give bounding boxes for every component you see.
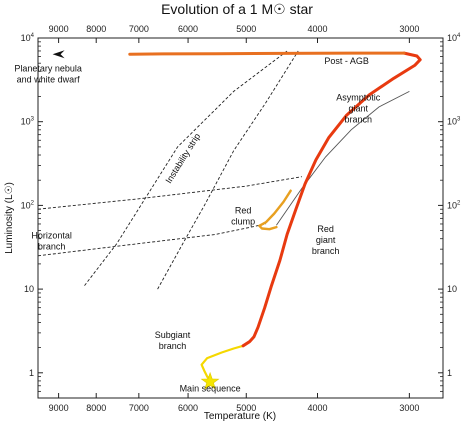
evolution-track-1	[241, 51, 422, 348]
annotation-red-clump: Red clump	[231, 206, 255, 227]
tick-base: 10	[447, 200, 457, 210]
x-tick-label-top: 6000	[178, 24, 198, 34]
y-tick-label-right: 102	[447, 200, 461, 210]
tick-base: 10	[447, 33, 457, 43]
tick-base: 10	[21, 33, 31, 43]
annotation-post-agb: Post - AGB	[324, 56, 369, 66]
x-tick-label-bottom: 5000	[236, 403, 256, 413]
annotation-line: clump	[231, 217, 255, 227]
evolution-track-2	[258, 189, 292, 231]
x-axis-label: Temperature (K)	[204, 411, 276, 422]
annotation-instability: Instability strip	[163, 131, 202, 185]
tick-base: 1	[29, 368, 34, 378]
y-tick-label-left: 1	[29, 368, 34, 378]
tick-exponent: 2	[31, 200, 35, 206]
annotation-red-giant: Red giant branch	[312, 224, 340, 256]
annotation-line: Planetary nebula	[14, 63, 82, 73]
annotation-line: Horizontal	[31, 231, 72, 241]
star-marker-icon	[200, 371, 220, 390]
tick-exponent: 4	[457, 33, 461, 39]
y-tick-label-right: 10	[447, 284, 457, 294]
y-tick-label-left: 10	[24, 284, 34, 294]
evolution-track-0	[200, 344, 245, 382]
markers	[52, 50, 220, 390]
x-tick-label-top: 3000	[399, 24, 419, 34]
annotation-line: branch	[345, 114, 373, 124]
helium-flash-track	[276, 90, 410, 226]
y-tick-label-left: 103	[21, 117, 35, 127]
x-tick-label-bottom: 3000	[399, 403, 419, 413]
tick-base: 10	[447, 117, 457, 127]
instability-strip-red-edge	[157, 50, 299, 290]
annotation-horizontal: Horizontal branch	[31, 231, 72, 252]
annotation-subgiant: Subgiant branch	[155, 330, 191, 351]
annotation-line: Red	[317, 224, 334, 234]
tick-exponent: 2	[457, 200, 461, 206]
x-tick-label-top: 4000	[307, 24, 327, 34]
x-tick-label-bottom: 8000	[86, 403, 106, 413]
annotation-line: Post - AGB	[324, 56, 369, 66]
annotation-line: Instability strip	[163, 131, 202, 185]
annotation-line: Main sequence	[180, 383, 241, 393]
y-tick-label-right: 104	[447, 33, 461, 43]
evolution-track-3	[128, 51, 406, 56]
horizontal-branch-lower	[37, 223, 267, 257]
annotation-line: branch	[159, 341, 187, 351]
annotation-line: giant	[349, 103, 369, 113]
horizontal-branch-upper	[37, 176, 302, 210]
y-tick-label-right: 103	[447, 117, 461, 127]
annotations: Planetary nebula and white dwarf Post - AG…	[14, 56, 380, 393]
y-tick-label-right: 1	[447, 368, 452, 378]
x-tick-label-bottom: 9000	[49, 403, 69, 413]
evolution-tracks	[128, 51, 422, 382]
chart-title: Evolution of a 1 M☉ star	[161, 1, 313, 17]
y-axis-label: Luminosity (L☉)	[4, 182, 15, 254]
x-tick-label-bottom: 7000	[129, 403, 149, 413]
annotation-line: giant	[316, 235, 336, 245]
annotation-agb: Asymptotic giant branch	[336, 92, 381, 124]
instability-strip-blue-edge	[84, 50, 288, 286]
x-tick-label-bottom: 4000	[307, 403, 327, 413]
tick-exponent: 3	[31, 117, 35, 123]
annotation-line: Subgiant	[155, 330, 191, 340]
x-tick-label-top: 9000	[49, 24, 69, 34]
annotation-line: branch	[38, 242, 66, 252]
annotation-line: Red	[235, 206, 252, 216]
ticks: 9000 9000 8000 8000 7000 7000 6000 6000 5000 5000…	[21, 24, 461, 413]
annotation-line: branch	[312, 246, 340, 256]
x-tick-label-top: 7000	[129, 24, 149, 34]
annotation-planetary: Planetary nebula and white dwarf	[14, 63, 82, 84]
guide-lines	[37, 50, 302, 290]
tick-base: 10	[21, 117, 31, 127]
y-tick-label-left: 102	[21, 200, 35, 210]
annotation-line: Asymptotic	[336, 92, 381, 102]
x-tick-label-top: 8000	[86, 24, 106, 34]
annotation-line: and white dwarf	[17, 74, 81, 84]
tick-exponent: 4	[31, 33, 35, 39]
y-tick-label-left: 104	[21, 33, 35, 43]
tick-exponent: 3	[457, 117, 461, 123]
tick-base: 1	[447, 368, 452, 378]
x-tick-label-top: 5000	[236, 24, 256, 34]
x-tick-label-bottom: 6000	[178, 403, 198, 413]
tick-base: 10	[24, 284, 34, 294]
tick-base: 10	[447, 284, 457, 294]
tick-base: 10	[21, 200, 31, 210]
annotation-main-sequence: Main sequence	[180, 383, 241, 393]
arrow-marker-icon	[52, 50, 65, 59]
